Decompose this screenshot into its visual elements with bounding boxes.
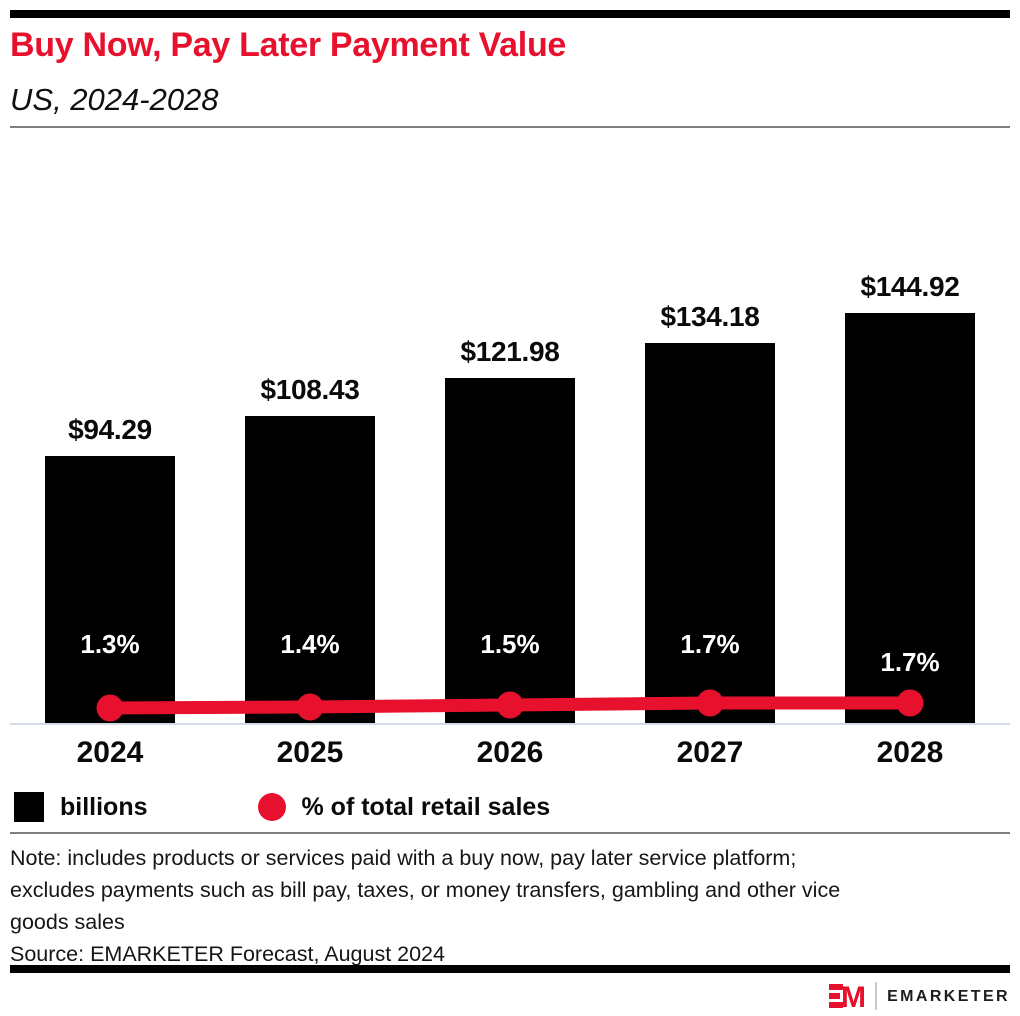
x-axis-label-2025: 2025: [276, 736, 344, 769]
emarketer-logo-mark-icon: M: [829, 984, 866, 1008]
top-accent-bar: [10, 10, 1010, 18]
chart-subtitle: US, 2024-2028: [10, 82, 219, 117]
line-value-label-2025: 1.4%: [280, 629, 340, 659]
x-axis-line: [10, 723, 1010, 725]
header-divider: [10, 126, 1010, 128]
line-value-label-2026: 1.5%: [480, 629, 540, 659]
note-line-2: excludes payments such as bill pay, taxe…: [10, 878, 841, 902]
legend-label-retail-sales: % of total retail sales: [301, 792, 551, 821]
bar-series-swatch-square-icon: [14, 792, 44, 822]
bar-value-label-2025: $108.43: [260, 374, 360, 405]
note-divider: [10, 832, 1010, 834]
x-axis-label-2026: 2026: [476, 736, 544, 769]
bar-value-label-2024: $94.29: [68, 414, 152, 445]
x-axis-label-2028: 2028: [876, 736, 944, 769]
line-value-label-2024: 1.3%: [80, 629, 140, 659]
chart-legend: billions % of total retail sales: [14, 790, 550, 824]
chart-note: Note: includes products or services paid…: [10, 842, 1010, 938]
logo-divider: [875, 982, 878, 1010]
chart-title: Buy Now, Pay Later Payment Value: [10, 26, 567, 64]
note-line-3: goods sales: [10, 910, 125, 934]
bar-2025: [245, 416, 375, 723]
bar-2027: [645, 343, 775, 723]
x-axis-label-2024: 2024: [76, 736, 144, 769]
bottom-accent-bar: [10, 965, 1010, 973]
legend-label-billions: billions: [60, 792, 148, 821]
chart-source: Source: EMARKETER Forecast, August 2024: [10, 942, 445, 966]
emarketer-wordmark: EMARKETER: [887, 988, 1010, 1005]
bar-value-label-2028: $144.92: [860, 271, 960, 302]
note-line-1: Note: includes products or services paid…: [10, 846, 797, 870]
emarketer-logo: M EMARKETER: [829, 980, 1010, 1012]
line-series-swatch-circle-icon: [257, 793, 286, 821]
x-axis-label-2027: 2027: [676, 736, 744, 769]
bar-2026: [445, 378, 575, 723]
bar-2028: [845, 313, 975, 723]
line-value-label-2027: 1.7%: [680, 629, 740, 659]
bar-2024: [45, 456, 175, 723]
bar-value-label-2027: $134.18: [660, 301, 760, 332]
line-value-label-2028: 1.7%: [880, 647, 940, 677]
svg-text:M: M: [841, 984, 866, 1008]
bar-value-label-2026: $121.98: [460, 336, 560, 367]
